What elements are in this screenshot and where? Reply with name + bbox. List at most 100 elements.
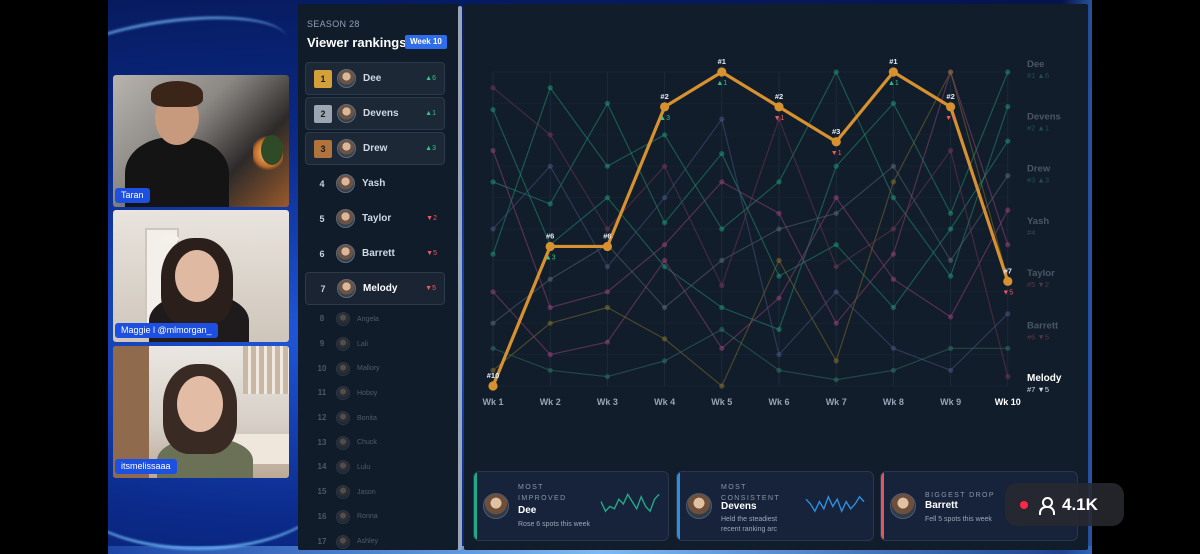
rank-row[interactable]: 12 Bonita <box>305 406 445 431</box>
series-point <box>490 147 496 154</box>
panel-scrollbar[interactable] <box>458 6 462 550</box>
background-glow <box>108 546 1092 554</box>
x-axis-label: Wk 5 <box>711 397 732 407</box>
series-line <box>492 165 1009 324</box>
card-description: Fell 5 spots this week <box>925 516 992 523</box>
rank-number: 3 <box>314 139 332 158</box>
point-rank-label: #6 <box>546 231 554 240</box>
series-point <box>948 226 954 232</box>
series-point <box>490 226 496 232</box>
legend-name: Melody <box>1027 373 1062 384</box>
contestant-avatar <box>337 69 356 88</box>
rank-row[interactable]: 5 Taylor ▼2 <box>305 202 445 235</box>
series-point <box>719 257 725 263</box>
point-rank-label: #1 <box>718 57 726 66</box>
x-axis-label: Wk 10 <box>995 397 1021 407</box>
point-rank-label: #2 <box>775 92 783 101</box>
series-point <box>776 116 782 122</box>
rank-number: 13 <box>317 437 327 447</box>
card-most-improved[interactable]: MOST IMPROVED Dee Rose 6 spots this week <box>473 471 669 541</box>
rank-row[interactable]: 2 Devens ▲1 <box>305 97 445 130</box>
series-point <box>890 251 896 257</box>
series-point <box>604 373 610 380</box>
rank-number: 2 <box>314 104 332 123</box>
contestant-avatar <box>336 534 350 549</box>
series-point <box>719 326 725 333</box>
legend-name: Barrett <box>1027 321 1059 332</box>
sparkline-path <box>805 494 865 514</box>
series-point <box>547 201 553 207</box>
rank-row[interactable]: 17 Ashley <box>305 529 445 554</box>
card-most-consistent[interactable]: MOST CONSISTENT Devens Held the steadiest… <box>676 471 874 541</box>
series-point <box>719 226 725 232</box>
rank-number: 16 <box>317 511 327 521</box>
rank-row[interactable]: 13 Chuck <box>305 430 445 455</box>
rank-row[interactable]: 9 Lali <box>305 332 445 357</box>
highlight-point <box>660 102 670 112</box>
series-point <box>833 320 839 326</box>
rank-number: 6 <box>319 248 325 259</box>
rank-change: ▼5 <box>426 250 437 257</box>
card-accent <box>677 472 680 540</box>
card-description: Rose 6 spots this week <box>518 521 590 528</box>
legend-sub: #1 ▲6 <box>1027 71 1049 80</box>
rankings-panel: SEASON 28 Viewer rankings Week 10 1 Dee ▲6… <box>298 4 458 550</box>
rank-row[interactable]: 7 Melody ▼5 <box>305 272 445 305</box>
series-point <box>490 179 496 185</box>
series-point <box>1005 373 1011 380</box>
rank-row[interactable]: 16 Ronna <box>305 505 445 530</box>
highlight-point <box>717 67 727 77</box>
highlight-point <box>946 102 956 112</box>
contestant-name: Ronna <box>357 513 378 521</box>
live-viewers-badge[interactable]: 4.1K <box>1005 483 1124 526</box>
point-rank-label: #2 <box>946 92 954 101</box>
series-point <box>776 179 782 185</box>
legend-sub: #7 ▼5 <box>1027 385 1049 394</box>
legend-name: Drew <box>1027 164 1051 175</box>
card-label: BIGGEST DROP <box>925 492 995 499</box>
contestant-avatar <box>337 104 356 123</box>
contestant-name: Angela <box>357 315 379 323</box>
series-point <box>776 367 782 373</box>
rank-number: 12 <box>317 413 327 423</box>
card-label: MOST IMPROVED <box>518 484 567 502</box>
contestant-name: Jason <box>357 488 376 496</box>
series-point <box>604 339 610 345</box>
series-point <box>833 210 839 216</box>
rank-row[interactable]: 6 Barrett ▼5 <box>305 237 445 270</box>
series-point <box>662 242 668 248</box>
rank-row[interactable]: 8 Angela <box>305 307 445 332</box>
point-rank-label: #3 <box>832 127 840 136</box>
series-point <box>547 85 553 91</box>
card-contestant-name: Barrett <box>925 500 958 511</box>
rank-row[interactable]: 10 Mallory <box>305 356 445 381</box>
person-face <box>177 376 223 432</box>
rank-number: 5 <box>319 213 325 224</box>
x-axis-label: Wk 9 <box>940 397 961 407</box>
participant-name: Taran <box>115 188 150 203</box>
contestant-name: Yash <box>362 178 386 189</box>
series-point <box>948 314 954 320</box>
rank-change: ▼5 <box>425 285 436 292</box>
rank-row[interactable]: 3 Drew ▲3 <box>305 132 445 165</box>
webcam-tile[interactable]: Taran <box>113 75 289 207</box>
series-line <box>492 87 1009 377</box>
rank-row[interactable]: 1 Dee ▲6 <box>305 62 445 95</box>
contestant-avatar <box>483 493 509 519</box>
webcam-tile[interactable]: Maggie l @mlmorgan_ <box>113 210 289 342</box>
series-point <box>719 383 725 389</box>
rank-number: 10 <box>317 363 327 373</box>
participant-name: Maggie l @mlmorgan_ <box>115 323 218 338</box>
person-icon <box>1038 496 1055 515</box>
contestant-name: Chuck <box>357 439 377 447</box>
series-point <box>890 367 896 373</box>
series-point <box>948 147 954 154</box>
rank-row[interactable]: 4 Yash <box>305 167 445 200</box>
contestant-name: Devens <box>363 108 399 119</box>
rank-row[interactable]: 15 Jason <box>305 480 445 505</box>
contestant-avatar <box>336 312 350 327</box>
webcam-tile[interactable]: itsmelissaaa <box>113 346 289 478</box>
rank-row[interactable]: 14 Lulu <box>305 455 445 480</box>
rank-row[interactable]: 11 Hoboy <box>305 381 445 406</box>
contestant-name: Bonita <box>357 414 377 422</box>
